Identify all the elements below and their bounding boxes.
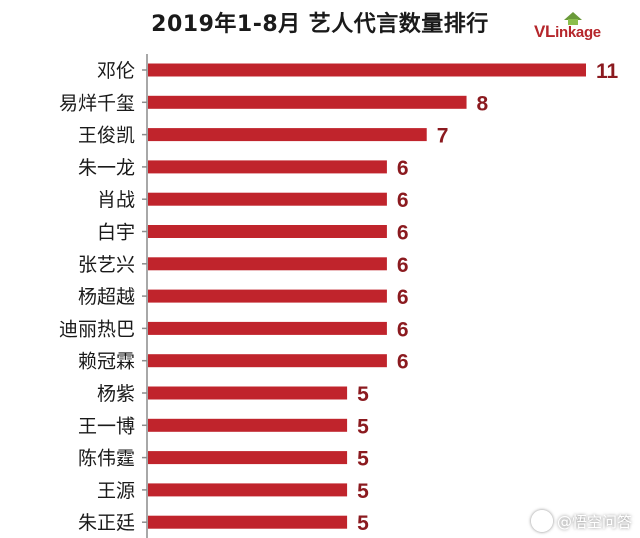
bar bbox=[148, 160, 387, 174]
watermark-logo-icon bbox=[530, 510, 553, 532]
bar-value-label: 6 bbox=[397, 286, 409, 309]
bar-value-label: 5 bbox=[357, 415, 369, 438]
watermark-text: @悟空问答 bbox=[556, 512, 632, 531]
category-label: 朱正廷 bbox=[78, 512, 135, 534]
category-label: 迪丽热巴 bbox=[59, 318, 135, 340]
bar-value-label: 5 bbox=[357, 383, 369, 406]
bar-value-label: 11 bbox=[596, 60, 619, 83]
category-label: 肖战 bbox=[97, 189, 135, 211]
chart-title: 2019年1-8月 艺人代言数量排行 bbox=[151, 12, 489, 37]
bar-value-label: 6 bbox=[397, 189, 409, 212]
category-label: 杨紫 bbox=[97, 383, 135, 405]
category-label: 朱一龙 bbox=[78, 157, 135, 179]
bar-value-label: 6 bbox=[397, 318, 409, 341]
vlinkage-logo: VLinkage bbox=[534, 10, 638, 46]
bar bbox=[148, 483, 348, 497]
category-label: 王一博 bbox=[78, 415, 135, 437]
watermark: @悟空问答 bbox=[530, 510, 632, 532]
bar bbox=[148, 95, 467, 109]
logo-wordmark: VLinkage bbox=[534, 22, 601, 41]
category-label: 赖冠霖 bbox=[78, 351, 135, 373]
bar bbox=[148, 418, 348, 432]
category-label: 邓伦 bbox=[97, 60, 135, 82]
bar-value-label: 8 bbox=[477, 92, 489, 115]
bar bbox=[148, 515, 348, 529]
bar bbox=[148, 386, 348, 400]
bar-value-label: 6 bbox=[397, 351, 409, 374]
category-label: 白宇 bbox=[97, 222, 135, 244]
category-label: 杨超越 bbox=[78, 286, 135, 308]
bar-value-label: 5 bbox=[357, 448, 369, 471]
bar bbox=[148, 289, 387, 303]
bar bbox=[148, 354, 387, 368]
category-label: 王俊凯 bbox=[78, 125, 135, 147]
bar bbox=[148, 451, 348, 465]
bar bbox=[148, 321, 387, 335]
bar-value-label: 6 bbox=[397, 254, 409, 277]
bar-value-label: 7 bbox=[437, 125, 449, 148]
bar bbox=[148, 257, 387, 271]
bar bbox=[148, 192, 387, 206]
category-label: 张艺兴 bbox=[78, 254, 135, 276]
bar-value-label: 5 bbox=[357, 512, 369, 535]
category-label: 王源 bbox=[97, 480, 135, 502]
category-label: 陈伟霆 bbox=[78, 448, 135, 470]
bar-value-label: 5 bbox=[357, 480, 369, 503]
bar bbox=[148, 63, 586, 77]
bar-value-label: 6 bbox=[397, 157, 409, 180]
bar bbox=[148, 128, 427, 142]
bar-value-label: 6 bbox=[397, 222, 409, 245]
logo-house-icon bbox=[564, 12, 582, 25]
bar bbox=[148, 225, 387, 238]
category-label: 易烊千玺 bbox=[59, 92, 135, 114]
